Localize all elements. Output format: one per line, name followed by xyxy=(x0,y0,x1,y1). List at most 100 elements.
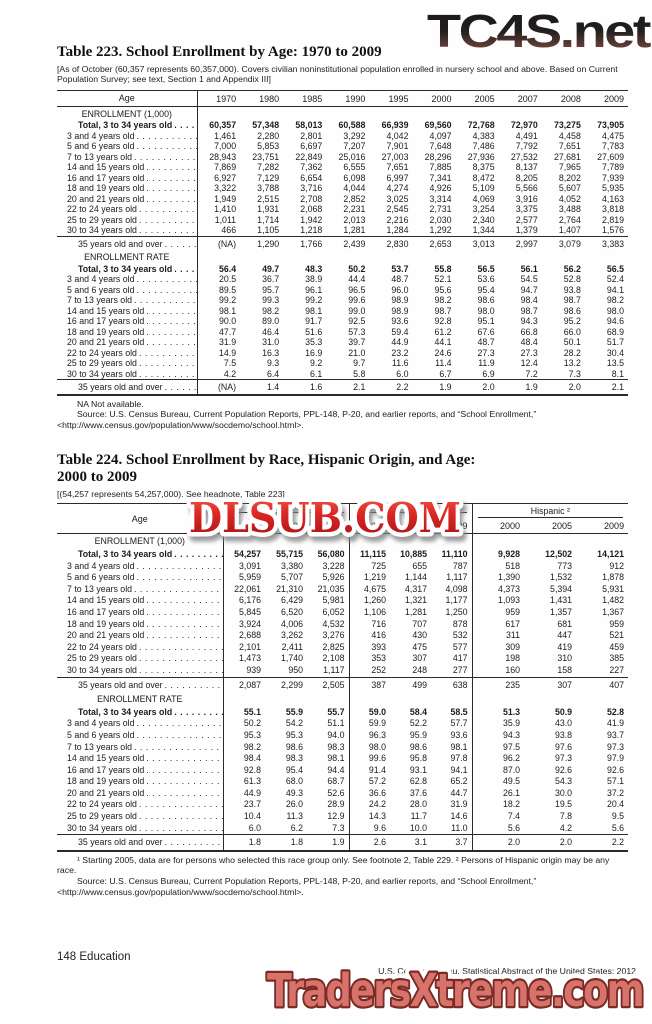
cell-value: 26.0 xyxy=(285,799,303,810)
cell-value: 2,068 xyxy=(300,204,323,215)
cell-value: 36.7 xyxy=(262,274,280,285)
cell-value: 3.1 xyxy=(390,834,432,851)
cell-value: 48.4 xyxy=(520,337,538,348)
table-row: 35 years old and over2,0872,2992,5053874… xyxy=(57,676,629,693)
table-row: 35 years old and over1.81.81.92.63.13.72… xyxy=(57,834,629,851)
group-header-row: Age Hispanic ² xyxy=(57,503,629,535)
cell-value: 2,411 xyxy=(281,641,303,652)
cell-value: 59.9 xyxy=(348,718,391,730)
cell-value: 252 xyxy=(348,664,391,678)
cell-value: 92.6 xyxy=(554,764,573,775)
col-header-age: Age xyxy=(57,503,223,535)
cell-value: 2,505 xyxy=(307,676,350,693)
cell-value: 98.3 xyxy=(285,753,303,764)
cell-value: 3,254 xyxy=(472,204,495,215)
cell-value: 277 xyxy=(452,664,468,675)
dot-leader xyxy=(137,274,197,285)
cell-value: 577 xyxy=(452,641,468,652)
cell-value: 18.2 xyxy=(471,799,525,812)
cell-value: 7,885 xyxy=(429,162,452,173)
cell-value: 7,282 xyxy=(257,162,280,173)
row-label: 25 to 29 years old xyxy=(57,215,197,226)
dot-leader xyxy=(146,776,222,788)
cell-value: 95.1 xyxy=(477,316,495,327)
cell-value: 59.4 xyxy=(391,326,409,337)
cell-value: 28.2 xyxy=(563,347,581,358)
cell-value: 96.5 xyxy=(348,284,366,295)
cell-value: 4.2 xyxy=(559,822,573,833)
cell-value: 14.6 xyxy=(450,811,468,822)
row-label-text: 14 and 15 years old xyxy=(67,162,145,173)
col-header-year: 2000 xyxy=(348,518,391,535)
row-label: 20 and 21 years old xyxy=(57,788,223,800)
cell-value: 95.9 xyxy=(409,729,428,740)
col-header-year: 2005 xyxy=(455,90,499,107)
cell-value: 7,783 xyxy=(601,141,624,152)
cell-value: 92.6 xyxy=(606,764,625,775)
cell-value: 6,520 xyxy=(280,606,303,617)
row-label: 22 to 24 years old xyxy=(57,348,197,359)
row-label: 7 to 13 years old xyxy=(57,152,197,163)
col-group-label xyxy=(354,511,467,514)
table-223-title: Table 223. School Enrollment by Age: 197… xyxy=(57,44,382,60)
dot-leader xyxy=(137,131,197,142)
cell-value: 1,284 xyxy=(386,225,409,236)
cell-value: 5,707 xyxy=(280,572,303,583)
row-label: 5 and 6 years old xyxy=(57,730,223,742)
cell-value: 7,341 xyxy=(429,172,452,183)
cell-value: 95.8 xyxy=(409,753,428,764)
table-body: ENROLLMENT (1,000) Total, 3 to 34 years o… xyxy=(57,106,628,395)
dot-leader xyxy=(146,619,222,631)
cell-value: 99.2 xyxy=(196,295,241,306)
cell-value: 95.2 xyxy=(563,316,581,327)
cell-value: 96.2 xyxy=(471,753,525,765)
cell-value: 878 xyxy=(452,618,468,629)
dot-leader xyxy=(139,348,197,359)
table-row: 3 and 4 years old 50.2 54.2 51.159.9 52.2 57.… xyxy=(57,718,628,730)
cell-value: 37.6 xyxy=(409,787,428,798)
cell-value: 7,651 xyxy=(558,141,581,152)
cell-value: 52.8 xyxy=(606,706,625,717)
cell-value: 21,035 xyxy=(317,583,345,594)
cell-value: 14.9 xyxy=(196,347,241,359)
cell-value: 4,317 xyxy=(405,583,428,594)
cell-value: 5,853 xyxy=(257,141,280,152)
cell-value: 61.3 xyxy=(222,776,265,788)
cell-value: 91.4 xyxy=(348,764,391,777)
cell-value: 4,373 xyxy=(471,583,525,596)
cell-value: 98.7 xyxy=(520,305,538,316)
cell-value: 1,714 xyxy=(257,214,280,225)
cell-value: 89.5 xyxy=(196,284,241,296)
cell-value: 10.4 xyxy=(222,811,265,823)
cell-value: 11,115 xyxy=(348,549,391,561)
cell-value: 31.9 xyxy=(196,337,241,348)
na-note: NA Not available. xyxy=(77,398,144,409)
cell-value: 7.8 xyxy=(559,811,573,822)
cell-value: 6,697 xyxy=(300,141,323,152)
row-label: 3 and 4 years old xyxy=(57,718,223,730)
dot-leader xyxy=(139,204,197,215)
cell-value: 2.1 xyxy=(326,379,370,395)
cell-value: 1,292 xyxy=(429,225,452,236)
cell-value: 518 xyxy=(471,560,525,573)
cell-value: 21,310 xyxy=(276,583,303,594)
cell-value: 1,144 xyxy=(405,572,428,583)
cell-value: 65.2 xyxy=(450,776,468,787)
cell-value: 7,486 xyxy=(472,141,495,152)
cell-value: 7,792 xyxy=(515,141,538,152)
cell-value: 3,091 xyxy=(222,560,265,573)
cell-value: 98.9 xyxy=(391,305,409,316)
table-row: 5 and 6 years old 89.5 95.7 96.1 96.5 96.0 95.… xyxy=(57,284,628,296)
cell-value: 23.2 xyxy=(391,347,409,358)
table-row: 30 to 34 years old 4.2 6.4 6.1 5.8 6.0 6.7 6.9 7… xyxy=(57,368,628,380)
cell-value: 3,488 xyxy=(558,204,581,215)
row-label-text: Total, 3 to 34 years old xyxy=(78,263,173,274)
cell-value: 6,176 xyxy=(222,595,265,607)
cell-value: 6,052 xyxy=(322,606,345,617)
cell-value: 5,566 xyxy=(515,183,538,194)
dot-leader xyxy=(146,183,196,194)
cell-value: 5.8 xyxy=(353,368,366,379)
